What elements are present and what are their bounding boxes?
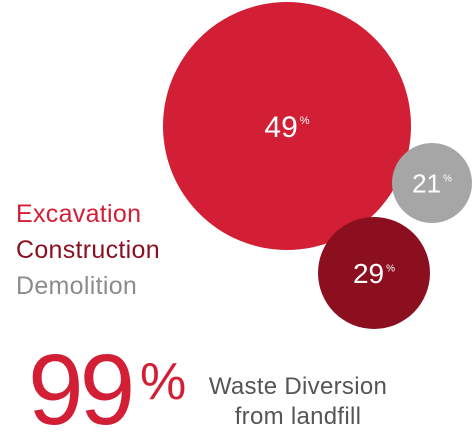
chart-legend: Excavation Construction Demolition: [16, 196, 216, 304]
legend-item-construction: Construction: [16, 236, 160, 264]
bubble-label-demolition: 21%: [412, 168, 452, 198]
waste-diversion-headline: 99 % Waste Diversion from landfill: [28, 330, 468, 440]
diversion-value: 99: [28, 334, 135, 446]
bubble-construction: [318, 217, 430, 329]
bubble-label-excavation: 49%: [264, 111, 309, 144]
legend-item-excavation: Excavation: [16, 200, 142, 228]
diversion-label-line2: from landfill: [234, 403, 362, 430]
legend-item-demolition: Demolition: [16, 272, 138, 300]
diversion-label-line1: Waste Diversion: [208, 373, 388, 400]
diversion-percent-sign: %: [140, 353, 187, 411]
diversion-label: Waste Diversion from landfill: [198, 372, 398, 432]
bubble-excavation: [163, 2, 411, 250]
bubble-label-construction: 29%: [353, 258, 395, 289]
bubble-demolition: [392, 143, 472, 223]
bubble-chart: 49 % 21 % 29%: [163, 2, 472, 329]
diversion-infographic: 49% 21% 29% Excavation Construction Demoli…: [16, 2, 472, 440]
